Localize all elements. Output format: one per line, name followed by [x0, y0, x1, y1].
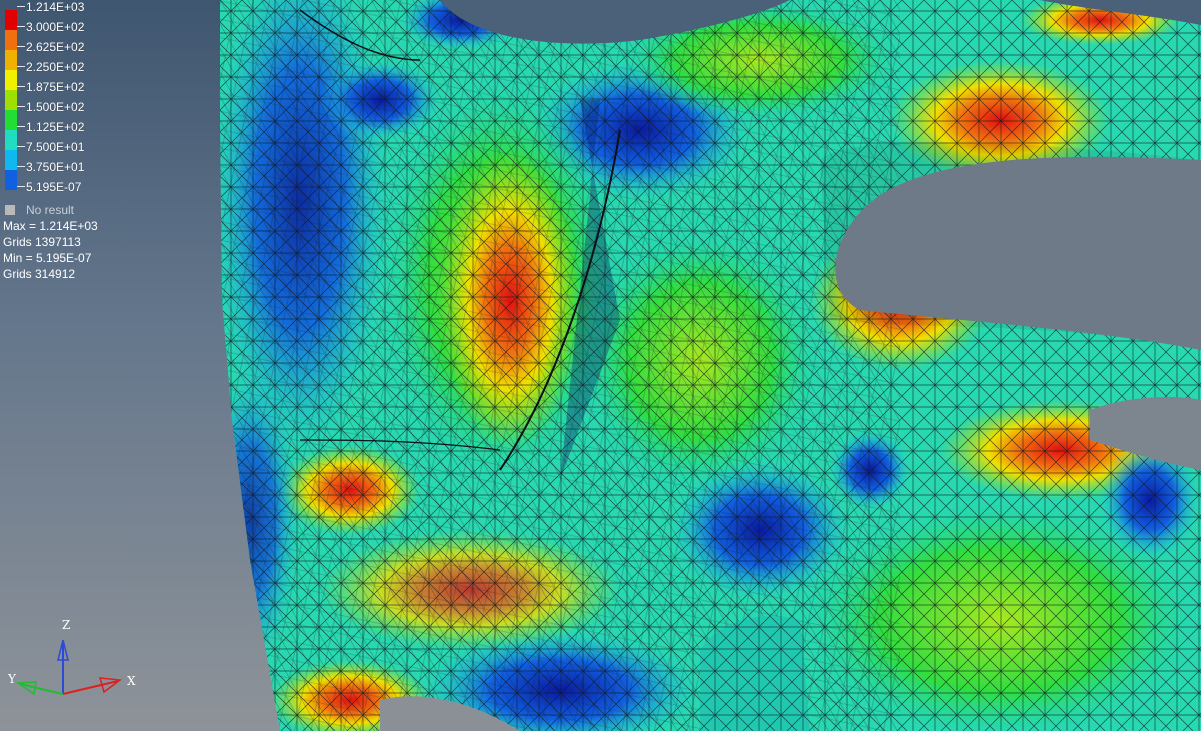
triad-axes: [15, 639, 122, 696]
no-result-swatch: [5, 205, 15, 215]
x-axis-arrowhead: [98, 677, 122, 694]
max-grid: Grids 1397113: [3, 235, 81, 249]
legend-entry: 1.214E+03: [3, 0, 153, 30]
legend-value-label: 1.500E+02: [26, 100, 85, 114]
legend-value-label: 1.214E+03: [26, 0, 85, 14]
legend-entry: 1.500E+02: [3, 100, 153, 130]
legend-entry: 1.125E+02: [3, 120, 153, 150]
legend-color-swatch: [5, 170, 17, 190]
legend-color-swatch: [5, 50, 17, 70]
legend-value-label: 2.250E+02: [26, 60, 85, 74]
z-axis-label: Z: [62, 618, 71, 632]
legend-color-swatch: [5, 70, 17, 90]
legend-value-label: 3.750E+01: [26, 160, 85, 174]
hole-right-upper: [835, 156, 1201, 350]
x-axis-arrow: [62, 680, 119, 695]
legend-entry: 2.250E+02: [3, 60, 153, 90]
y-axis-arrow: [19, 683, 64, 695]
legend-color-swatch: [5, 150, 17, 170]
no-result-label: No result: [26, 203, 75, 217]
legend-color-swatch: [5, 110, 17, 130]
legend-entry: 1.875E+02: [3, 80, 153, 110]
legend-color-swatch: [5, 90, 17, 110]
z-axis-arrowhead: [57, 639, 69, 661]
legend-tick: [17, 86, 25, 87]
result-stats: Max = 1.214E+03 Grids 1397113 Min = 5.19…: [3, 218, 153, 282]
legend-tick: [17, 106, 25, 107]
min-grid: Grids 314912: [3, 267, 76, 281]
legend-entry: 3.750E+01: [3, 160, 153, 190]
legend-color-swatch: [5, 10, 17, 30]
legend-tick: [17, 126, 25, 127]
legend-color-swatch: [5, 130, 17, 150]
contour-legend: 1.214E+03 3.000E+02 2.625E+02 2.250E+02 1.87…: [3, 0, 153, 282]
legend-entry: 5.195E-07: [3, 180, 153, 200]
max-value: Max = 1.214E+03: [3, 219, 98, 233]
legend-tick: [17, 6, 25, 7]
hole-top: [440, 0, 790, 44]
legend-tick: [17, 66, 25, 67]
legend-tick: [17, 26, 25, 27]
no-result-entry: No result: [3, 202, 153, 218]
y-axis-arrowhead: [15, 681, 37, 696]
legend-value-label: 7.500E+01: [26, 140, 85, 154]
legend-value-label: 5.195E-07: [26, 180, 82, 194]
legend-tick: [17, 146, 25, 147]
y-axis-label: Y: [8, 672, 16, 686]
legend-entry: 7.500E+01: [3, 140, 153, 170]
legend-value-label: 1.125E+02: [26, 120, 85, 134]
legend-entry: 2.625E+02: [3, 40, 153, 70]
legend-tick: [17, 46, 25, 47]
legend-value-label: 2.625E+02: [26, 40, 85, 54]
min-value: Min = 5.195E-07: [3, 251, 92, 265]
legend-entry: 3.000E+02: [3, 20, 153, 50]
legend-tick: [17, 166, 25, 167]
legend-value-label: 1.875E+02: [26, 80, 85, 94]
legend-tick: [17, 186, 25, 187]
x-axis-label: X: [127, 674, 136, 688]
legend-color-swatch: [5, 30, 17, 50]
coordinate-triad: Z Y X: [0, 610, 150, 720]
legend-value-label: 3.000E+02: [26, 20, 85, 34]
